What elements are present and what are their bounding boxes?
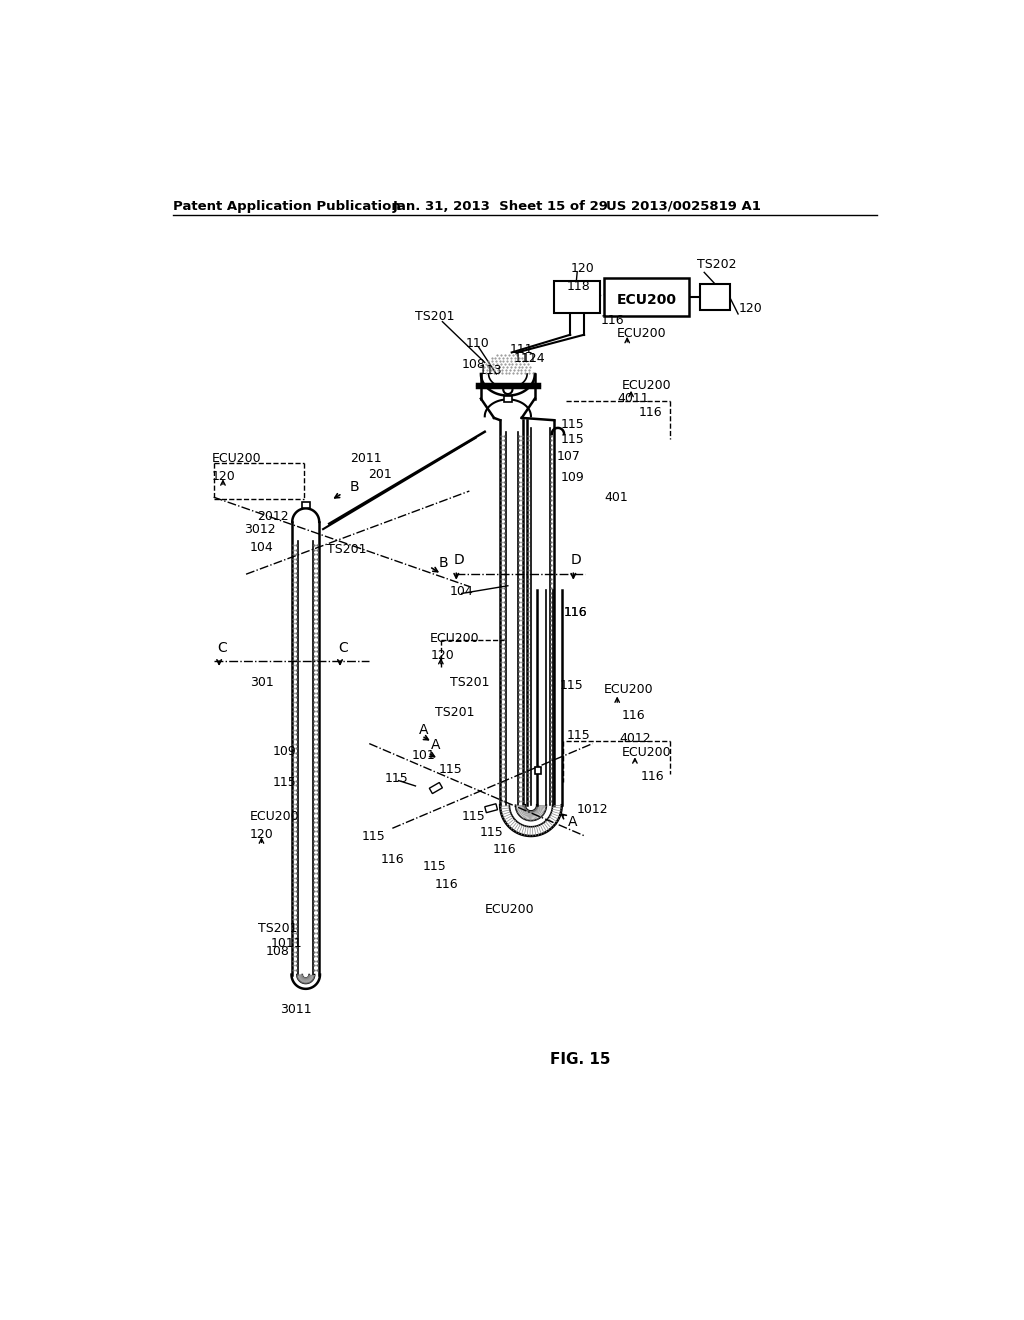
Text: 109: 109 xyxy=(560,471,584,484)
Text: 115: 115 xyxy=(560,433,584,446)
Text: 116: 116 xyxy=(564,606,588,619)
Text: 108: 108 xyxy=(265,945,289,958)
Text: TS201: TS201 xyxy=(416,310,455,323)
Text: 111: 111 xyxy=(510,343,534,356)
Text: 115: 115 xyxy=(438,763,462,776)
Text: 115: 115 xyxy=(559,680,584,693)
Text: Jan. 31, 2013  Sheet 15 of 29: Jan. 31, 2013 Sheet 15 of 29 xyxy=(392,199,608,213)
Bar xyxy=(554,281,600,313)
Bar xyxy=(535,767,541,775)
Text: ECU200: ECU200 xyxy=(616,293,677,308)
Text: D: D xyxy=(571,553,582,568)
Text: 120: 120 xyxy=(739,302,763,315)
Bar xyxy=(604,277,689,317)
Text: 118: 118 xyxy=(567,280,591,293)
Text: ECU200: ECU200 xyxy=(211,453,261,465)
Text: TS201: TS201 xyxy=(327,543,367,556)
Text: A: A xyxy=(419,723,429,737)
Text: 2012: 2012 xyxy=(258,510,289,523)
Text: 1012: 1012 xyxy=(578,803,609,816)
Text: A: A xyxy=(431,738,440,752)
Text: 116: 116 xyxy=(564,606,588,619)
Text: 104: 104 xyxy=(250,541,273,554)
Text: B: B xyxy=(438,557,449,570)
Text: 115: 115 xyxy=(566,730,590,742)
Bar xyxy=(504,396,512,401)
Text: 113: 113 xyxy=(478,363,502,376)
Text: C: C xyxy=(339,642,348,655)
Text: B: B xyxy=(350,480,359,494)
Text: TS202: TS202 xyxy=(696,259,736,271)
Bar xyxy=(429,783,442,793)
Text: TS201: TS201 xyxy=(451,676,489,689)
Text: 116: 116 xyxy=(493,842,516,855)
Text: 115: 115 xyxy=(560,417,584,430)
Text: 108: 108 xyxy=(462,358,485,371)
Bar xyxy=(484,804,498,813)
Text: 115: 115 xyxy=(462,810,485,824)
Text: 301: 301 xyxy=(250,676,273,689)
Text: 116: 116 xyxy=(381,853,404,866)
Text: 401: 401 xyxy=(604,491,628,504)
Text: A: A xyxy=(568,816,578,829)
Text: TS201: TS201 xyxy=(258,921,297,935)
Text: 120: 120 xyxy=(431,648,455,661)
Text: Patent Application Publication: Patent Application Publication xyxy=(173,199,400,213)
Text: 1011: 1011 xyxy=(270,937,302,950)
Text: ECU200: ECU200 xyxy=(617,327,667,341)
Text: ECU200: ECU200 xyxy=(622,746,672,759)
Text: 3012: 3012 xyxy=(245,523,276,536)
Text: 112: 112 xyxy=(513,352,537,366)
Text: 201: 201 xyxy=(368,467,391,480)
Text: 3011: 3011 xyxy=(281,1003,312,1016)
Text: ECU200: ECU200 xyxy=(622,379,672,392)
Text: 110: 110 xyxy=(466,337,489,350)
Text: FIG. 15: FIG. 15 xyxy=(550,1052,610,1067)
Text: 115: 115 xyxy=(385,772,409,785)
Text: 109: 109 xyxy=(273,744,297,758)
Text: 4011: 4011 xyxy=(617,392,649,405)
Text: ECU200: ECU200 xyxy=(604,684,653,696)
Text: 101: 101 xyxy=(412,748,435,762)
Text: 115: 115 xyxy=(479,825,503,838)
Text: D: D xyxy=(454,553,465,568)
Text: TS201: TS201 xyxy=(435,706,474,719)
Text: 115: 115 xyxy=(361,829,385,842)
Text: C: C xyxy=(217,642,227,655)
Text: 116: 116 xyxy=(622,709,645,722)
Bar xyxy=(302,502,309,508)
Text: 120: 120 xyxy=(250,828,273,841)
Text: ECU200: ECU200 xyxy=(429,631,479,644)
Text: 116: 116 xyxy=(435,878,459,891)
Text: US 2013/0025819 A1: US 2013/0025819 A1 xyxy=(606,199,761,213)
Text: 107: 107 xyxy=(557,450,581,463)
Text: 120: 120 xyxy=(211,470,236,483)
Text: ECU200: ECU200 xyxy=(250,810,300,824)
Text: 116: 116 xyxy=(639,407,663,418)
Text: 115: 115 xyxy=(273,776,297,788)
Text: 116: 116 xyxy=(640,770,664,783)
Text: 2011: 2011 xyxy=(350,453,382,465)
Text: ECU200: ECU200 xyxy=(484,903,535,916)
Text: 116: 116 xyxy=(600,314,624,326)
Text: 4012: 4012 xyxy=(620,731,651,744)
Text: 114: 114 xyxy=(521,352,546,366)
Bar xyxy=(700,284,730,310)
Text: 120: 120 xyxy=(571,261,595,275)
Text: 115: 115 xyxy=(423,861,446,874)
Text: 104: 104 xyxy=(450,585,473,598)
